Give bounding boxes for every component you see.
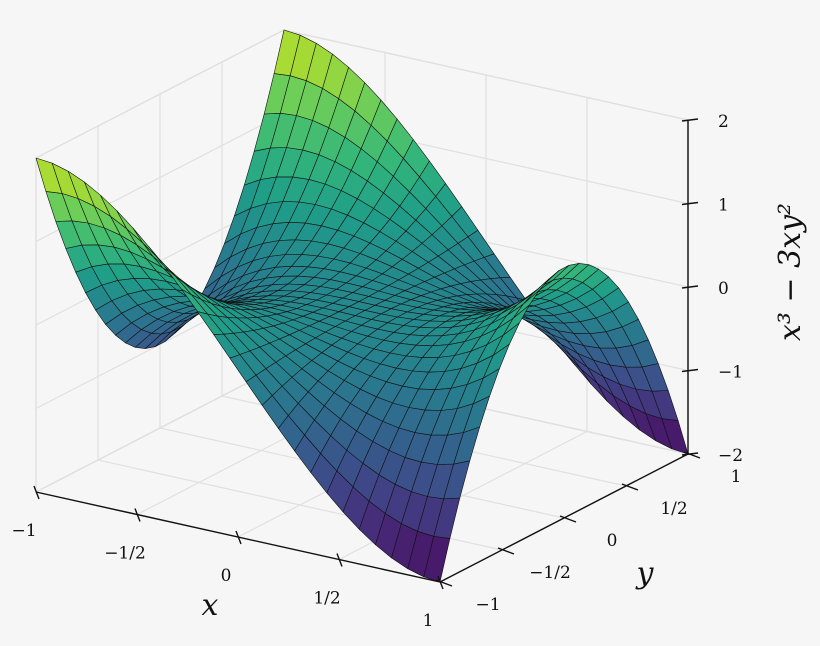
z-tick-mark [681,201,699,206]
x-tick-label: 0 [221,566,232,586]
y-tick-label: 1 [731,467,742,487]
z-tick-mark [681,368,699,373]
z-tick-label: 2 [718,112,729,132]
y-tick-mark [683,451,701,459]
z-tick-label: 1 [718,196,729,216]
y-tick-mark [497,547,515,555]
x-tick-mark [235,530,242,545]
z-tick-mark [681,285,699,289]
surface-mesh [35,29,689,583]
grid-line-back-z [283,29,689,121]
x-tick-mark [134,508,141,522]
z-tick-label: −1 [718,363,743,383]
surface-patch [483,343,510,379]
z-tick-label: −2 [718,446,743,466]
grid-line-left-z [35,363,285,493]
y-tick-mark [435,579,453,587]
y-axis-title: y [635,556,655,591]
x-tick-label: −1/2 [104,544,146,564]
y-tick-mark [621,483,639,491]
x-tick-mark [336,553,343,567]
x-tick-mark [33,485,40,500]
y-tick-label: 0 [607,531,618,551]
z-tick-label: 0 [718,279,729,299]
z-tick-mark [681,452,699,456]
z-tick-mark [681,118,699,122]
x-tick-label: −1 [11,521,36,541]
x-tick-label: 1/2 [313,589,340,609]
y-tick-label: −1/2 [529,563,571,583]
x-tick-label: 1 [423,611,434,631]
x-tick-mark [437,575,444,590]
x-axis-title: x [202,588,219,623]
y-tick-label: 1/2 [660,499,687,519]
y-tick-label: −1 [475,595,500,615]
y-tick-mark [559,515,577,523]
grid-line-left-z [35,29,285,159]
z-axis-title: x³ − 3xy² [773,203,808,341]
